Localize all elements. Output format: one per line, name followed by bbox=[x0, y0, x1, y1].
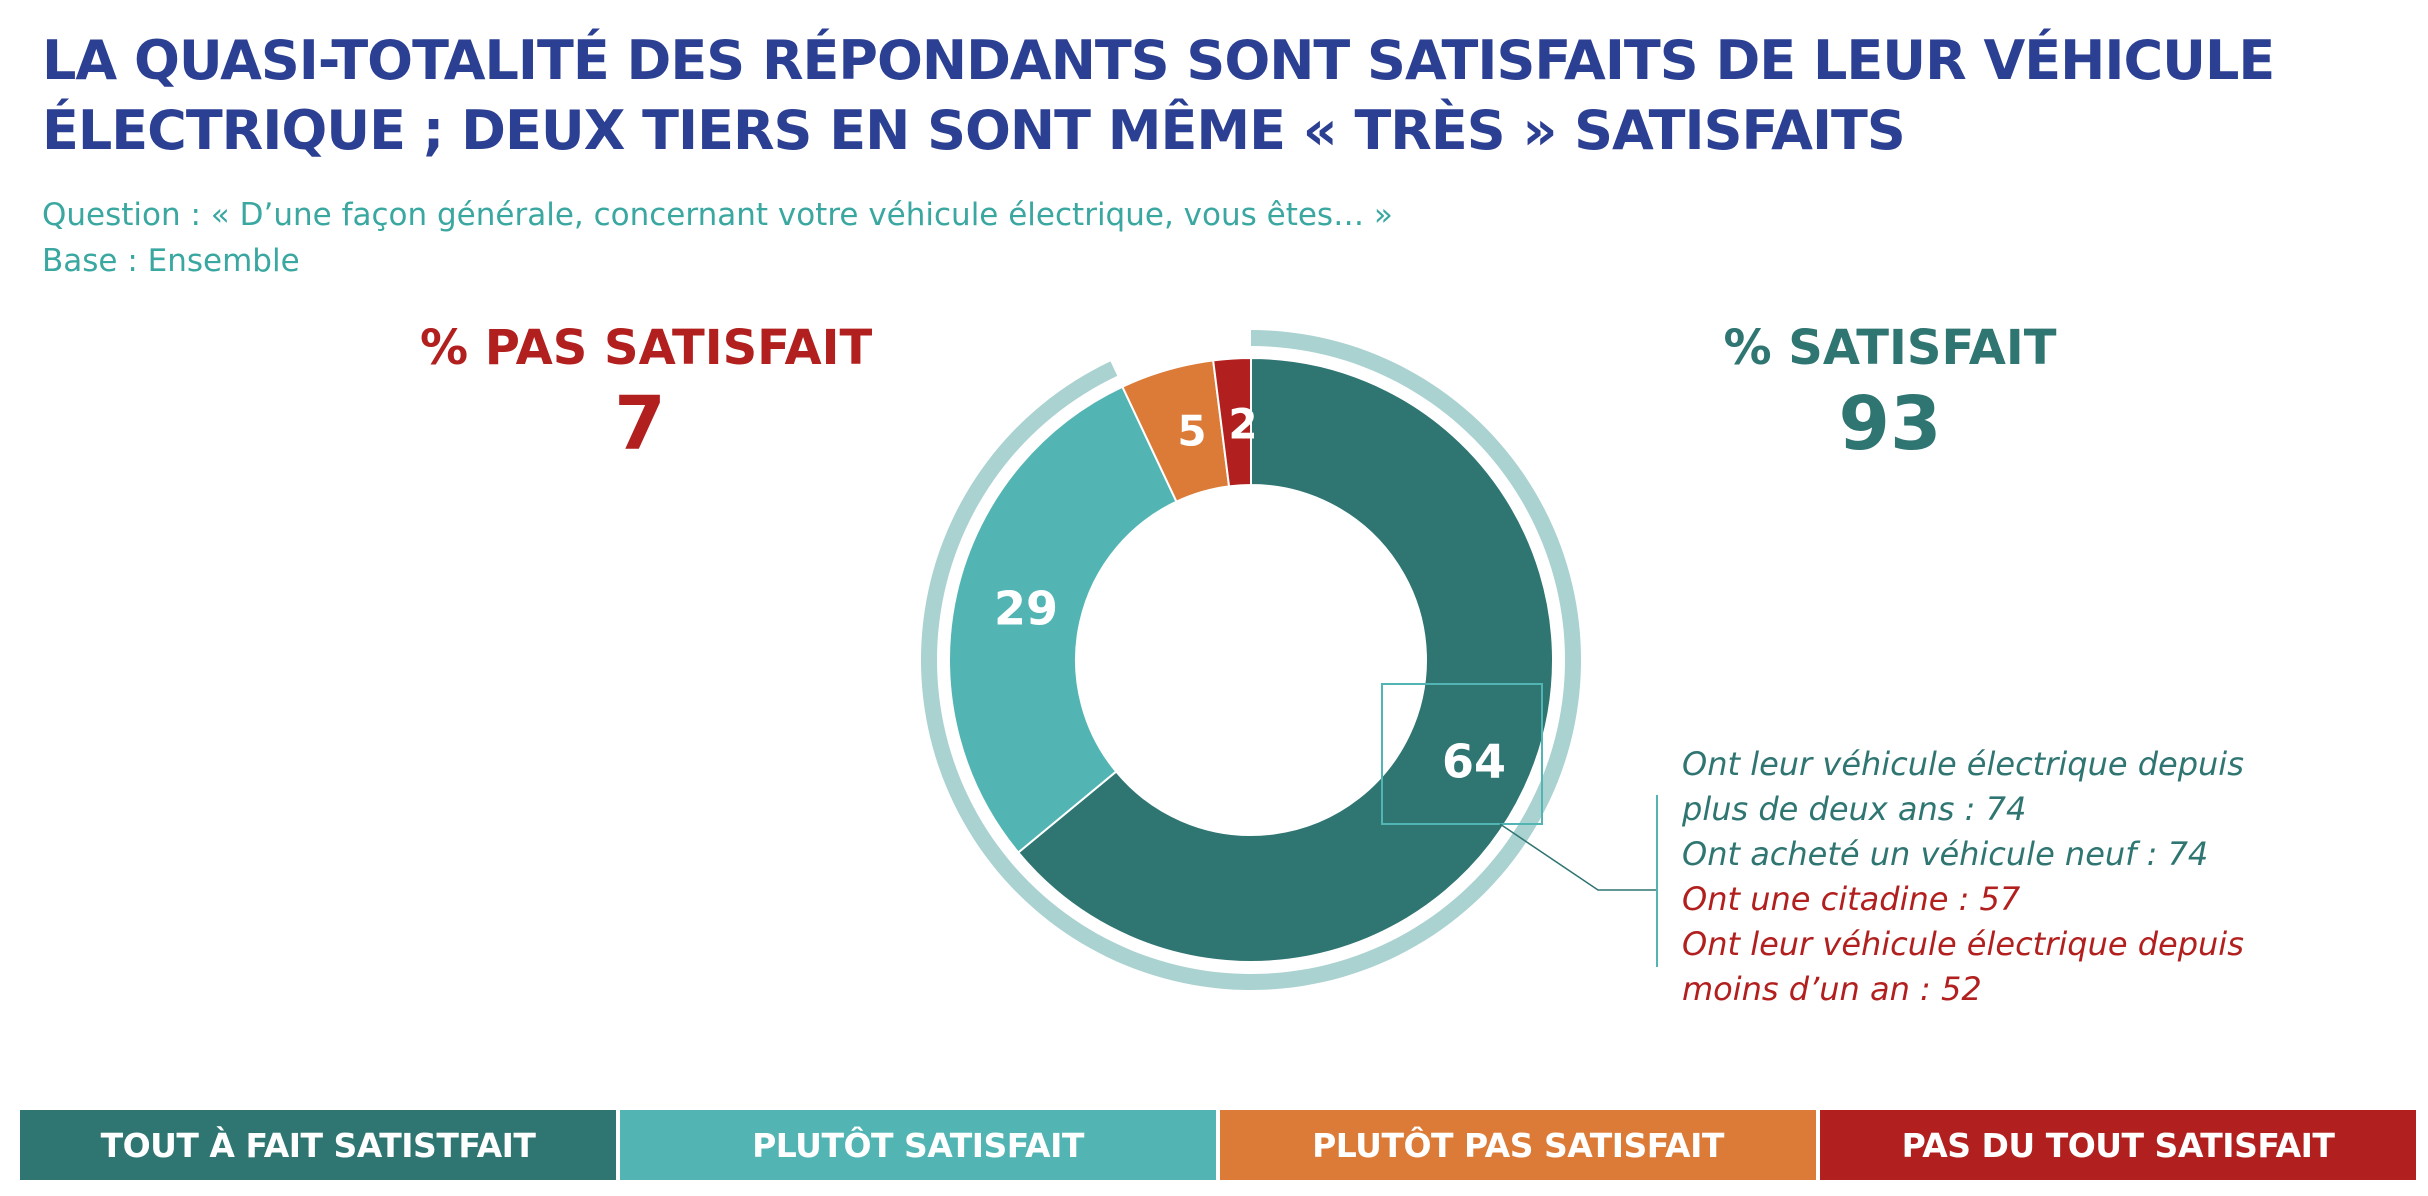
donut-slice-0 bbox=[1016, 356, 1554, 963]
kpi-not-satisfied-label: % PAS SATISFAIT bbox=[420, 320, 873, 376]
chart-legend: TOUT À FAIT SATISTFAIT PLUTÔT SATISFAIT PL… bbox=[20, 1110, 2416, 1180]
donut-slice-1 bbox=[948, 385, 1178, 854]
annotation-line-0: Ont leur véhicule électrique depuis bbox=[1682, 745, 2244, 783]
annotation-line-2: Ont acheté un véhicule neuf : 74 bbox=[1682, 835, 2209, 873]
slice-label-0: 64 bbox=[1442, 735, 1506, 789]
legend-item-0: TOUT À FAIT SATISTFAIT bbox=[20, 1110, 616, 1180]
title-line-1: LA QUASI-TOTALITÉ DES RÉPONDANTS SONT SA… bbox=[42, 29, 2275, 92]
base-text: Base : Ensemble bbox=[42, 243, 300, 279]
legend-item-1: PLUTÔT SATISFAIT bbox=[620, 1110, 1216, 1180]
annotation-line-1: plus de deux ans : 74 bbox=[1682, 790, 2027, 828]
page-title: LA QUASI-TOTALITÉ DES RÉPONDANTS SONT SA… bbox=[42, 26, 2342, 166]
kpi-satisfied-value: 93 bbox=[1838, 381, 1942, 467]
title-line-2: ÉLECTRIQUE ; DEUX TIERS EN SONT MÊME « T… bbox=[42, 99, 1906, 162]
kpi-not-satisfied-value: 7 bbox=[614, 381, 666, 467]
kpi-satisfied: % SATISFAIT 93 bbox=[1670, 320, 2110, 472]
annotation-line-5: moins d’un an : 52 bbox=[1682, 970, 1982, 1008]
annotation-line-4: Ont leur véhicule électrique depuis bbox=[1682, 925, 2244, 963]
slice-label-3: 2 bbox=[1228, 400, 1257, 449]
kpi-satisfied-label: % SATISFAIT bbox=[1723, 320, 2057, 376]
callout-box bbox=[1381, 683, 1543, 825]
callout-leader-line bbox=[1499, 823, 1657, 891]
annotation-line-3: Ont une citadine : 57 bbox=[1682, 880, 2021, 918]
segment-annotation: Ont leur véhicule électrique depuis plus … bbox=[1682, 742, 2244, 1012]
question-text: Question : « D’une façon générale, conce… bbox=[42, 197, 1393, 233]
legend-item-3: PAS DU TOUT SATISFAIT bbox=[1820, 1110, 2416, 1180]
legend-item-2: PLUTÔT PAS SATISFAIT bbox=[1220, 1110, 1816, 1180]
slice-label-2: 5 bbox=[1177, 407, 1206, 456]
slice-label-1: 29 bbox=[994, 582, 1058, 636]
kpi-not-satisfied: % PAS SATISFAIT 7 bbox=[420, 320, 873, 472]
donut-slice-3 bbox=[1212, 356, 1252, 488]
subtitle: Question : « D’une façon générale, conce… bbox=[42, 192, 1393, 284]
